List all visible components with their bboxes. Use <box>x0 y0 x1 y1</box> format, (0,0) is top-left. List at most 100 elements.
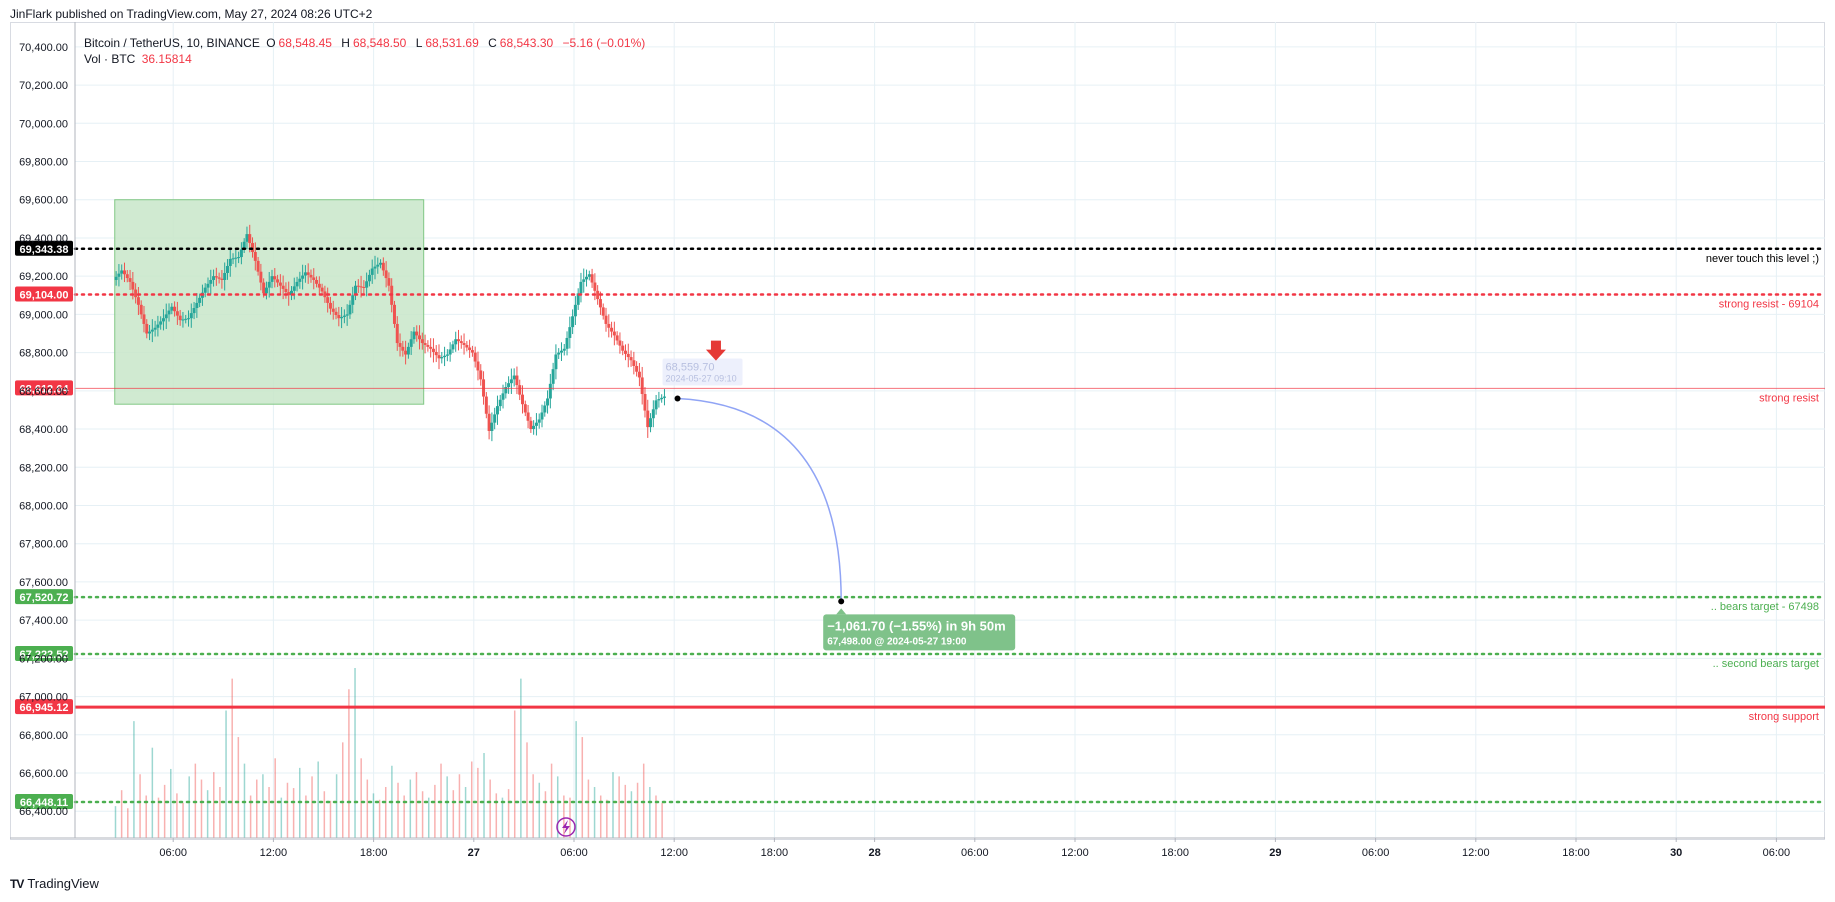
legend-high: H 68,548.50 <box>341 36 407 50</box>
volume-bar <box>133 721 135 838</box>
candle-body <box>356 285 360 287</box>
candle-body <box>637 371 641 378</box>
candle-body <box>401 346 405 351</box>
volume-bar <box>563 795 565 838</box>
candle-body <box>284 288 288 293</box>
footer-brand[interactable]: TV TradingView <box>10 876 99 891</box>
volume-bar <box>587 779 590 838</box>
candle-body <box>323 291 327 298</box>
candle-body <box>454 339 458 345</box>
projection-start-point[interactable] <box>674 395 681 402</box>
volume-bar <box>569 797 571 838</box>
y-tick-label: 67,600.00 <box>19 577 68 589</box>
candle-body <box>348 304 352 315</box>
volume-bar <box>477 767 479 838</box>
candle-body <box>429 346 433 349</box>
horizontal-level[interactable]: 68,612.64 strong resist <box>15 380 1825 404</box>
candle-body <box>456 339 460 342</box>
candle-body <box>270 276 274 282</box>
candle-body <box>420 339 424 344</box>
candle-body <box>607 323 611 328</box>
candle-body <box>298 278 302 282</box>
candle-body <box>568 327 572 338</box>
candle-body <box>623 350 627 354</box>
horizontal-level[interactable]: 69,343.38 never touch this level ;) <box>15 240 1827 265</box>
level-price-label: 67,222.52 <box>20 649 69 661</box>
volume-bar <box>114 806 117 838</box>
rectangle-zone[interactable] <box>114 199 425 405</box>
candle-body <box>139 304 143 315</box>
start-tooltip-price: 68,559.70 <box>666 362 715 374</box>
candle-body <box>242 241 246 250</box>
down-arrow-icon[interactable] <box>705 340 726 361</box>
horizontal-level[interactable]: 66,945.12 strong support <box>15 699 1825 723</box>
volume-bar <box>323 791 326 838</box>
candle-body <box>490 422 494 431</box>
candle-body <box>557 352 561 355</box>
volume-bar <box>366 779 369 838</box>
horizontal-level[interactable]: 67,520.72 .. bears target - 67498 <box>15 589 1827 613</box>
volume-bar <box>409 779 412 838</box>
candle-body <box>153 327 157 330</box>
candle-body <box>523 404 527 413</box>
volume-bar <box>262 774 264 838</box>
candle-body <box>537 419 541 423</box>
candle-body <box>654 400 658 410</box>
candle-body <box>387 278 391 286</box>
candle-body <box>301 275 305 279</box>
candle-body <box>161 318 165 322</box>
y-tick-label: 67,000.00 <box>19 692 68 704</box>
candle-body <box>621 345 625 351</box>
y-tick-label: 69,200.00 <box>19 271 68 283</box>
candle-body <box>365 281 369 288</box>
volume-bar <box>520 678 522 838</box>
candle-body <box>573 304 577 317</box>
candle-body <box>114 276 118 280</box>
candle-body <box>281 285 285 289</box>
volume-bar <box>286 782 289 838</box>
horizontal-level[interactable]: 69,104.00 strong resist - 69104 <box>15 286 1827 311</box>
candle-body <box>495 406 499 415</box>
volume-bar <box>354 668 356 838</box>
volume-bar <box>501 797 504 838</box>
candle-body <box>406 346 410 355</box>
candle-body <box>292 286 296 291</box>
volume-bar <box>544 791 547 838</box>
candle-body <box>370 268 374 275</box>
volume-bar <box>200 779 203 838</box>
volume-bar <box>176 793 178 838</box>
horizontal-level[interactable]: 66,448.11 <box>15 794 1827 810</box>
candle-body <box>662 396 666 398</box>
level-annotation: .. second bears target <box>1713 658 1819 670</box>
candle-body <box>445 354 449 356</box>
candle-body <box>237 257 241 259</box>
volume-bar <box>397 782 399 838</box>
legend-symbol: Bitcoin / TetherUS, 10, BINANCE <box>84 36 260 50</box>
lightning-icon-bolt <box>562 820 570 834</box>
candle-body <box>451 344 455 350</box>
candle-body <box>587 274 591 277</box>
candle-body <box>189 313 193 319</box>
footer-brand-text: TradingView <box>27 876 99 891</box>
candle-body <box>479 370 483 380</box>
candle-body <box>326 297 330 303</box>
projection-curve[interactable] <box>677 397 842 602</box>
candle-body <box>601 307 605 316</box>
volume-bar <box>182 802 184 838</box>
candle-body <box>423 343 427 345</box>
candle-body <box>287 292 291 296</box>
projection-end-point[interactable] <box>838 598 845 605</box>
candle-body <box>209 279 213 284</box>
candle-body <box>295 281 299 287</box>
candle-body <box>367 274 371 282</box>
candle-body <box>276 279 280 283</box>
change-label-pointer <box>836 608 847 615</box>
candle-body <box>507 383 511 388</box>
volume-bar <box>151 747 154 838</box>
horizontal-level[interactable]: 67,222.52 .. second bears target <box>15 646 1827 670</box>
candle-body <box>629 357 633 361</box>
volume-bar <box>372 793 375 838</box>
lightning-icon[interactable] <box>556 817 576 837</box>
